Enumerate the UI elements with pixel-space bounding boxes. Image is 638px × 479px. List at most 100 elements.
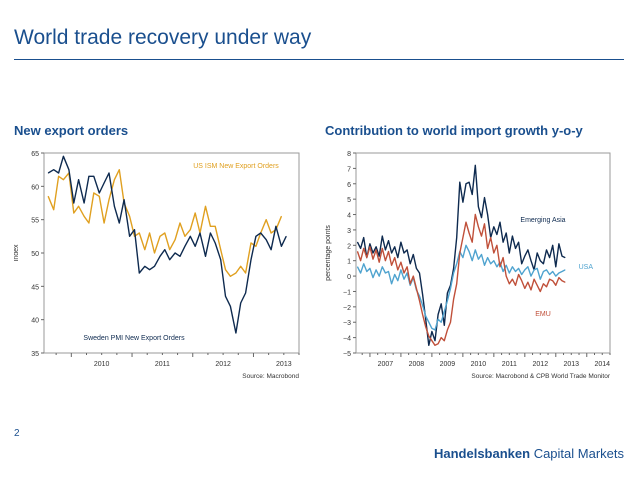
y-tick-label: 45 bbox=[31, 284, 39, 291]
data-point-us-ism-new-export-orders bbox=[225, 269, 226, 271]
data-point-usa bbox=[440, 321, 442, 323]
y-tick-label: −1 bbox=[343, 289, 351, 296]
data-point-sweden-pmi-new-export-orders bbox=[169, 259, 171, 261]
data-point-emu bbox=[400, 261, 402, 263]
series-line-us-ism-new-export-orders bbox=[47, 169, 283, 278]
data-point-us-ism-new-export-orders bbox=[83, 215, 85, 217]
data-point-emerging-asia bbox=[558, 243, 560, 245]
data-point-sweden-pmi-new-export-orders bbox=[68, 169, 70, 171]
data-point-emerging-asia bbox=[406, 249, 408, 251]
y-tick-label: −5 bbox=[343, 351, 351, 358]
data-point-us-ism-new-export-orders bbox=[189, 229, 191, 231]
data-point-emu bbox=[403, 272, 405, 274]
data-point-usa bbox=[474, 249, 476, 251]
data-point-emerging-asia bbox=[518, 241, 519, 243]
data-point-sweden-pmi-new-export-orders bbox=[103, 182, 105, 184]
data-point-sweden-pmi-new-export-orders bbox=[199, 232, 201, 234]
data-point-usa bbox=[443, 311, 445, 312]
data-point-usa bbox=[465, 244, 467, 246]
series-label-emu: EMU bbox=[535, 311, 551, 318]
data-point-emu bbox=[422, 314, 423, 315]
data-point-emu bbox=[493, 252, 495, 254]
data-point-usa bbox=[530, 275, 532, 277]
data-point-emerging-asia bbox=[391, 252, 392, 254]
data-point-emerging-asia bbox=[447, 292, 448, 294]
data-point-emerging-asia bbox=[363, 237, 365, 238]
data-point-usa bbox=[549, 274, 550, 275]
data-point-emu bbox=[385, 260, 386, 262]
data-point-us-ism-new-export-orders bbox=[281, 215, 282, 217]
data-point-usa bbox=[487, 257, 488, 258]
x-tick-label: 2014 bbox=[594, 361, 610, 368]
data-point-sweden-pmi-new-export-orders bbox=[179, 255, 181, 257]
data-point-usa bbox=[431, 328, 433, 329]
data-point-sweden-pmi-new-export-orders bbox=[189, 235, 191, 237]
data-point-sweden-pmi-new-export-orders bbox=[118, 222, 120, 224]
data-point-us-ism-new-export-orders bbox=[47, 195, 49, 197]
data-point-emerging-asia bbox=[546, 249, 547, 251]
data-point-emerging-asia bbox=[478, 206, 479, 208]
data-point-emerging-asia bbox=[403, 252, 405, 254]
data-point-emerging-asia bbox=[505, 232, 507, 234]
data-point-emu bbox=[521, 280, 523, 282]
data-point-us-ism-new-export-orders bbox=[235, 272, 237, 274]
data-point-emu bbox=[487, 248, 488, 249]
data-point-us-ism-new-export-orders bbox=[179, 222, 181, 224]
data-point-us-ism-new-export-orders bbox=[270, 232, 272, 234]
data-point-usa bbox=[428, 321, 430, 323]
data-point-us-ism-new-export-orders bbox=[250, 242, 252, 244]
data-point-usa bbox=[512, 266, 513, 268]
y-tick-label: 7 bbox=[347, 166, 351, 173]
data-point-us-ism-new-export-orders bbox=[205, 205, 206, 207]
data-point-usa bbox=[372, 277, 374, 278]
data-point-emerging-asia bbox=[555, 266, 557, 268]
data-point-usa bbox=[360, 272, 361, 274]
y-tick-label: 5 bbox=[347, 197, 351, 204]
data-point-emerging-asia bbox=[515, 248, 516, 249]
data-point-usa bbox=[543, 271, 544, 272]
brand-name: Handelsbanken bbox=[433, 446, 531, 461]
page-number: 2 bbox=[14, 428, 20, 439]
data-point-usa bbox=[490, 263, 492, 265]
data-point-emu bbox=[555, 284, 557, 286]
data-point-usa bbox=[546, 269, 547, 271]
data-point-emu bbox=[546, 286, 547, 288]
y-tick-label: 1 bbox=[347, 259, 351, 266]
data-point-emerging-asia bbox=[385, 249, 386, 251]
data-point-emerging-asia bbox=[372, 252, 374, 254]
data-point-us-ism-new-export-orders bbox=[164, 232, 166, 234]
data-point-sweden-pmi-new-export-orders bbox=[220, 259, 222, 261]
data-point-emu bbox=[468, 232, 470, 234]
data-point-sweden-pmi-new-export-orders bbox=[144, 265, 146, 267]
data-point-emu bbox=[465, 221, 467, 223]
y-tick-label: −2 bbox=[343, 305, 351, 312]
data-point-emu bbox=[453, 298, 454, 300]
data-point-usa bbox=[561, 271, 563, 272]
series-label-usa: USA bbox=[579, 264, 594, 271]
data-point-emu bbox=[406, 266, 408, 268]
series-label-emerging-asia: Emerging Asia bbox=[520, 217, 565, 224]
data-point-sweden-pmi-new-export-orders bbox=[265, 239, 267, 241]
data-point-emerging-asia bbox=[564, 257, 566, 258]
y-tick-label: 8 bbox=[347, 151, 351, 158]
data-point-sweden-pmi-new-export-orders bbox=[235, 332, 237, 334]
x-tick-label: 2013 bbox=[563, 361, 579, 368]
data-point-us-ism-new-export-orders bbox=[93, 192, 95, 194]
data-point-emerging-asia bbox=[471, 194, 473, 195]
data-point-usa bbox=[419, 295, 420, 297]
data-point-emu bbox=[425, 326, 427, 328]
data-point-sweden-pmi-new-export-orders bbox=[240, 302, 242, 304]
data-point-emu bbox=[456, 283, 458, 285]
data-point-sweden-pmi-new-export-orders bbox=[88, 175, 90, 177]
y-tick-label: 55 bbox=[31, 218, 39, 225]
data-point-emu bbox=[564, 281, 566, 283]
data-point-usa bbox=[536, 268, 538, 269]
data-point-us-ism-new-export-orders bbox=[108, 199, 110, 201]
x-tick-label: 2007 bbox=[378, 361, 394, 368]
series-line-sweden-pmi-new-export-orders bbox=[47, 155, 287, 334]
data-point-emerging-asia bbox=[459, 181, 461, 183]
x-tick-label: 2011 bbox=[155, 361, 170, 368]
data-point-sweden-pmi-new-export-orders bbox=[63, 155, 64, 157]
data-point-emerging-asia bbox=[397, 257, 399, 258]
plot-frame bbox=[43, 152, 300, 354]
